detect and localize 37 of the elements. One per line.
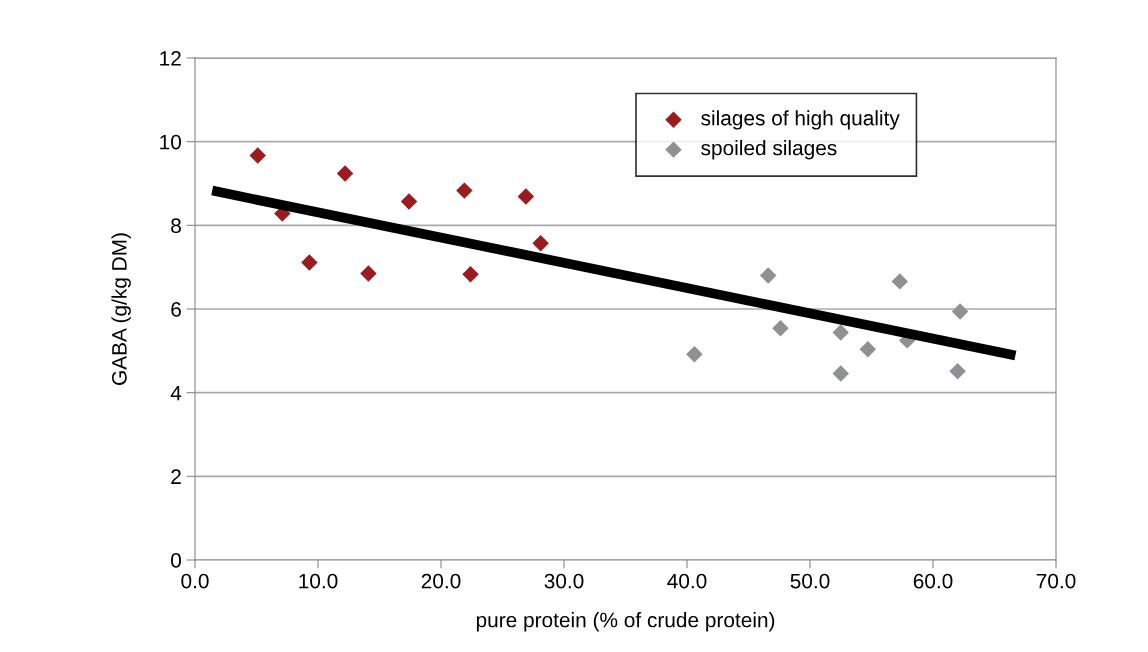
point — [301, 254, 318, 271]
y-tick-label: 8 — [171, 218, 181, 234]
point — [759, 267, 777, 284]
point — [456, 182, 473, 199]
y-axis-title: GABA (g/kg DM) — [111, 233, 131, 385]
x-tick-label: 0.0 — [181, 573, 209, 589]
point — [249, 147, 266, 164]
point — [686, 345, 703, 363]
point — [532, 235, 549, 252]
y-tick-label: 10 — [160, 134, 181, 150]
x-axis-title: pure protein (% of crude protein) — [476, 612, 775, 632]
point — [772, 320, 789, 337]
point — [360, 265, 377, 282]
point — [517, 188, 535, 205]
y-tick-label: 6 — [171, 302, 181, 317]
point — [951, 303, 969, 320]
legend-label: spoiled silages — [701, 140, 837, 160]
x-tick-label: 30.0 — [544, 573, 584, 589]
x-tick-label: 70.0 — [1036, 573, 1076, 589]
point — [336, 165, 354, 182]
x-tick-label: 40.0 — [667, 573, 707, 589]
x-tick-label: 60.0 — [913, 573, 953, 589]
point — [832, 365, 849, 382]
x-tick-label: 10.0 — [299, 573, 338, 589]
point — [400, 193, 418, 210]
y-tick-label: 0 — [171, 553, 181, 568]
legend-label: silages of high quality — [701, 110, 900, 130]
y-tick-label: 4 — [170, 385, 182, 401]
point — [832, 324, 849, 341]
point — [462, 266, 479, 283]
x-tick-label: 20.0 — [421, 573, 461, 589]
y-tick-label: 12 — [160, 51, 181, 66]
point — [859, 340, 877, 358]
x-tick-label: 50.0 — [790, 573, 830, 589]
point — [949, 363, 966, 380]
y-tick-label: 2 — [171, 469, 181, 484]
point — [891, 273, 909, 290]
